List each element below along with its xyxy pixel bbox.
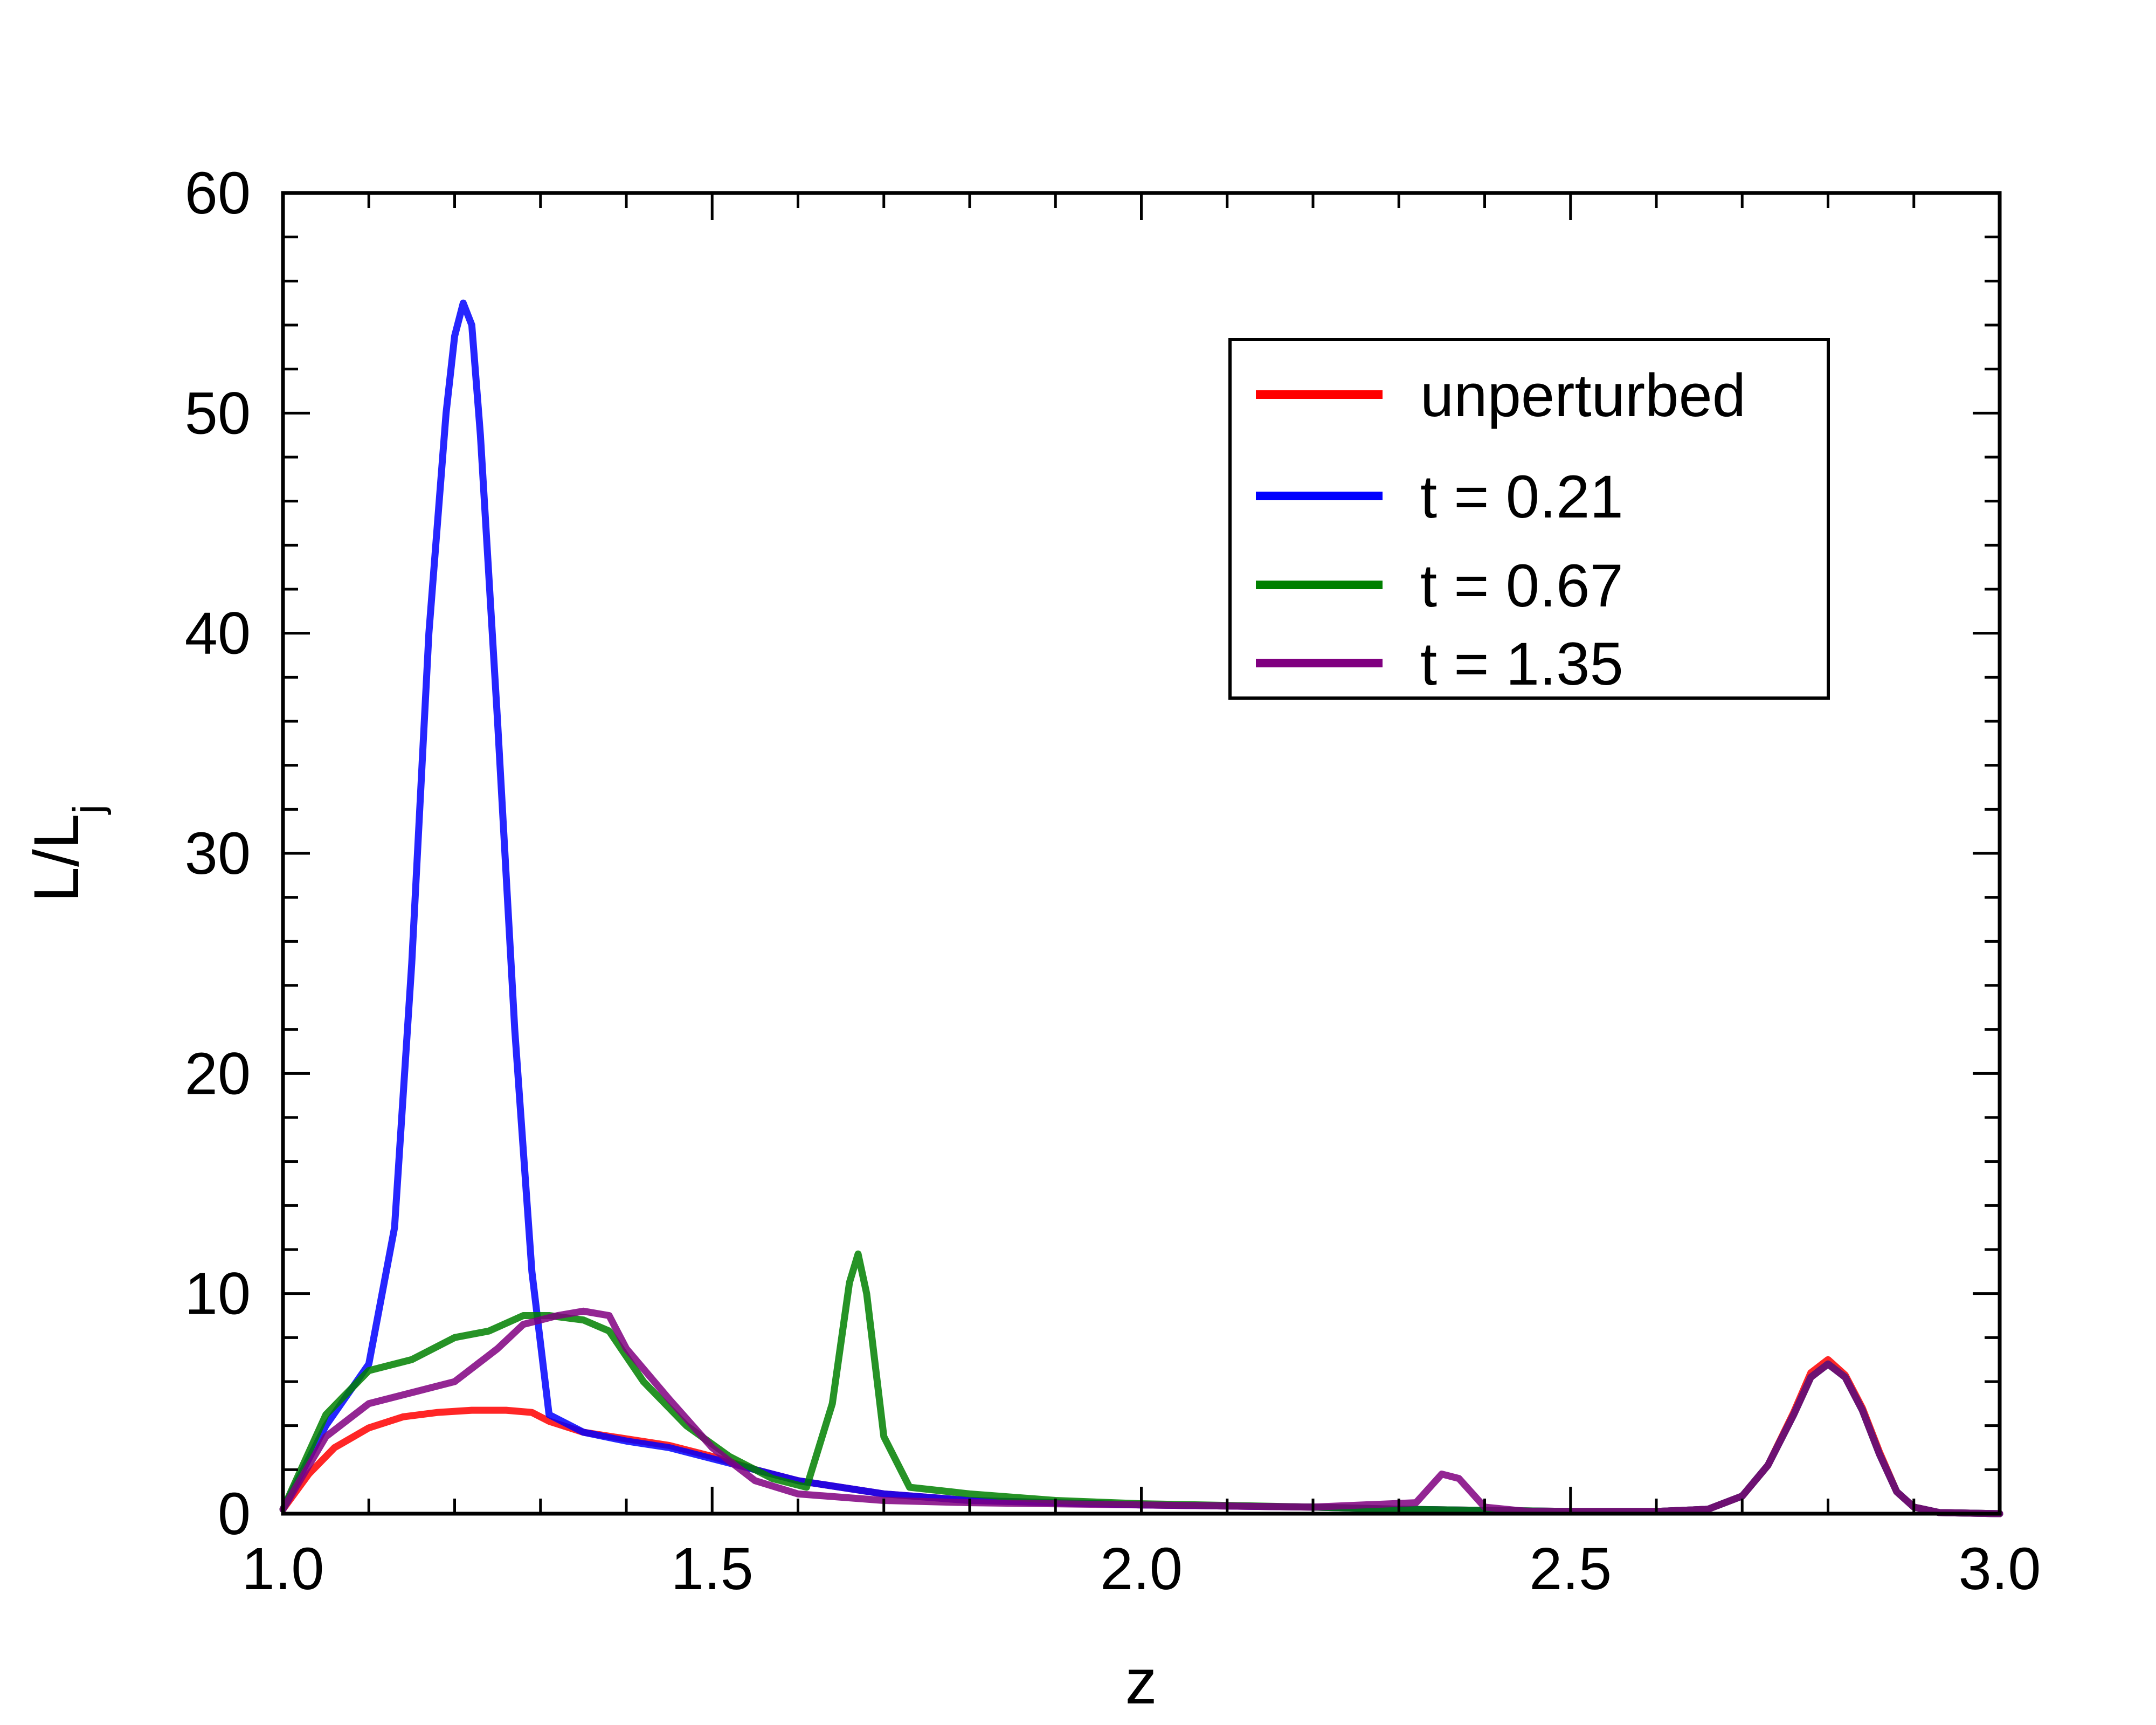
series-line-3	[279, 1250, 2003, 1517]
series-line-4	[279, 1307, 2003, 1517]
y-tick-label: 50	[185, 380, 251, 446]
x-axis-label: z	[1125, 1646, 1157, 1717]
y-axis-label: L/Lj	[21, 804, 112, 902]
y-tick-label: 40	[185, 601, 251, 667]
tick-labels: 1.0 1.5 2.0 2.5 3.0 0 10 20 30 40 50 60	[185, 160, 2041, 1602]
legend-box	[1228, 338, 1830, 700]
x-tick-label: 3.0	[1959, 1536, 2041, 1602]
ticks-layer	[281, 191, 2001, 1515]
x-tick-label: 1.5	[671, 1536, 754, 1602]
y-tick-label: 0	[218, 1481, 251, 1547]
y-axis-label-main: L/L	[21, 814, 92, 902]
y-tick-label: 30	[185, 820, 251, 887]
legend-label-3: t = 0.67	[1420, 552, 1623, 619]
y-axis-label-subscript: j	[64, 804, 112, 815]
legend: unperturbed t = 0.21 t = 0.67 t = 1.35	[1228, 338, 1830, 700]
x-tick-label: 2.5	[1529, 1536, 1612, 1602]
legend-items: unperturbed t = 0.21 t = 0.67 t = 1.35	[1256, 362, 1746, 698]
x-tick-label: 2.0	[1100, 1536, 1183, 1602]
y-tick-label: 20	[185, 1040, 251, 1107]
y-tick-label: 10	[185, 1261, 251, 1327]
legend-label-1: unperturbed	[1420, 362, 1746, 429]
legend-label-2: t = 0.21	[1420, 463, 1623, 530]
x-tick-label: 1.0	[242, 1536, 324, 1602]
svg-text:L/Lj: L/Lj	[21, 804, 112, 902]
legend-label-4: t = 1.35	[1420, 630, 1623, 698]
y-tick-label: 60	[185, 160, 251, 226]
